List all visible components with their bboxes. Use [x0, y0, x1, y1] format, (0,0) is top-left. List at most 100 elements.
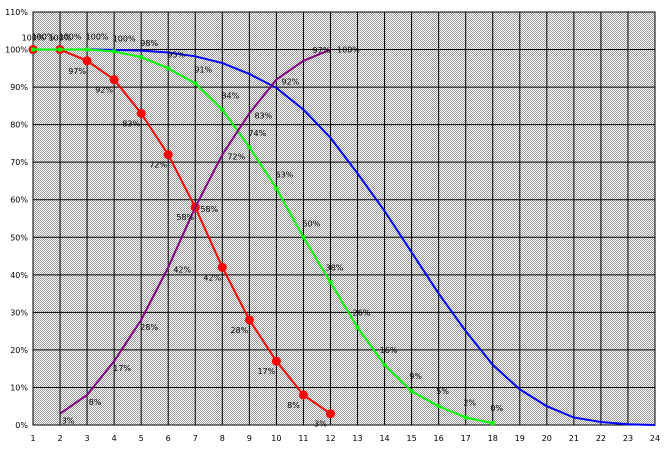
series-layer [28, 45, 656, 426]
data-point [298, 390, 308, 400]
x-tick-label: 7 [193, 434, 198, 443]
x-tick-label: 11 [298, 434, 308, 443]
data-label: 100% [113, 34, 136, 43]
data-label: 83% [122, 119, 140, 128]
data-label: 3% [314, 420, 327, 429]
x-tick-label: 4 [112, 434, 117, 443]
data-label: 58% [200, 205, 218, 214]
data-label: 92% [282, 78, 300, 87]
data-point [109, 75, 119, 85]
data-label: 95% [167, 50, 185, 59]
data-point [463, 415, 468, 420]
data-point [163, 150, 173, 160]
data-label: 3% [62, 417, 75, 426]
data-label: 8% [89, 398, 102, 407]
y-tick-label: 30% [10, 308, 28, 317]
data-label: 58% [176, 213, 194, 222]
data-label: 17% [258, 367, 276, 376]
data-point [193, 81, 198, 86]
x-tick-label: 21 [569, 434, 579, 443]
data-label: 98% [140, 39, 158, 48]
x-tick-label: 3 [85, 434, 90, 443]
x-tick-label: 9 [247, 434, 252, 443]
x-tick-label: 20 [542, 434, 552, 443]
data-point [328, 280, 333, 285]
series-line-3 [33, 48, 493, 425]
data-label: 74% [248, 129, 266, 138]
data-point [247, 145, 252, 150]
y-tick-label: 80% [10, 121, 28, 130]
x-tick-label: 8 [220, 434, 225, 443]
x-tick-label: 22 [596, 434, 606, 443]
data-label: 100% [86, 33, 109, 42]
x-tick-label: 2 [57, 434, 62, 443]
data-label: 97% [313, 46, 331, 55]
data-label: 84% [221, 92, 239, 101]
data-label: 100% [49, 34, 72, 43]
data-label: 72% [227, 153, 245, 162]
data-point [112, 49, 117, 54]
y-tick-label: 50% [10, 233, 28, 242]
data-point [136, 108, 146, 118]
x-tick-label: 5 [139, 434, 144, 443]
data-labels: 100% 100%97%92%83%72%58%42%28%17%8%3%100%… [22, 33, 504, 429]
data-point [139, 55, 144, 60]
data-label: 83% [254, 111, 272, 120]
data-label: 100% [337, 46, 360, 55]
x-tick-label: 16 [434, 434, 444, 443]
data-label: 50% [303, 219, 321, 228]
data-label: 63% [276, 170, 294, 179]
x-tick-label: 14 [379, 434, 389, 443]
y-tick-label: 0% [15, 421, 28, 430]
data-point [85, 47, 90, 52]
data-label: 2% [463, 398, 476, 407]
y-tick-label: 60% [10, 196, 28, 205]
data-point [301, 235, 306, 240]
data-label: 92% [95, 86, 113, 95]
y-tick-label: 10% [10, 383, 28, 392]
x-tick-label: 17 [461, 434, 471, 443]
y-tick-label: 20% [10, 346, 28, 355]
data-point [409, 389, 414, 394]
data-point [325, 409, 335, 419]
data-label: 8% [287, 401, 300, 410]
data-point [355, 325, 360, 330]
y-tick-label: 100% [5, 46, 28, 55]
series-line-1 [33, 48, 656, 426]
axes: 1 2 3 4 5 6 7 8 9 10 11 12 13 14 15 16 17 18 19 20 21 22 23 240… [5, 8, 660, 443]
plot-border [32, 11, 656, 426]
x-tick-label: 19 [515, 434, 525, 443]
data-point [166, 66, 171, 71]
data-label: 16% [380, 346, 398, 355]
x-tick-label: 24 [650, 434, 660, 443]
data-point [31, 47, 35, 52]
data-point [220, 107, 225, 112]
data-label: 28% [230, 326, 248, 335]
x-tick-label: 12 [325, 434, 335, 443]
x-tick-label: 13 [352, 434, 362, 443]
x-tick-label: 1 [30, 434, 35, 443]
data-label: 100% [32, 33, 55, 42]
x-tick-label: 15 [407, 434, 417, 443]
plot-area [33, 12, 655, 425]
data-label: 91% [194, 65, 212, 74]
data-label: 42% [173, 265, 191, 274]
data-label: 100% [22, 34, 45, 43]
series-line-2 [33, 48, 332, 415]
x-tick-label: 6 [166, 434, 171, 443]
data-label: 42% [203, 273, 221, 282]
y-tick-label: 40% [10, 271, 28, 280]
data-point [217, 262, 227, 272]
data-label: 100% [59, 33, 82, 42]
data-point [382, 362, 387, 367]
data-point [82, 56, 92, 66]
data-label: 72% [149, 161, 167, 170]
data-label: 0% [490, 404, 503, 413]
data-point [271, 356, 281, 366]
data-label: 17% [113, 364, 131, 373]
data-label: 38% [326, 263, 344, 272]
data-label: 26% [353, 308, 371, 317]
series-line-4 [59, 48, 331, 415]
x-tick-label: 18 [488, 434, 498, 443]
data-point [244, 315, 254, 325]
